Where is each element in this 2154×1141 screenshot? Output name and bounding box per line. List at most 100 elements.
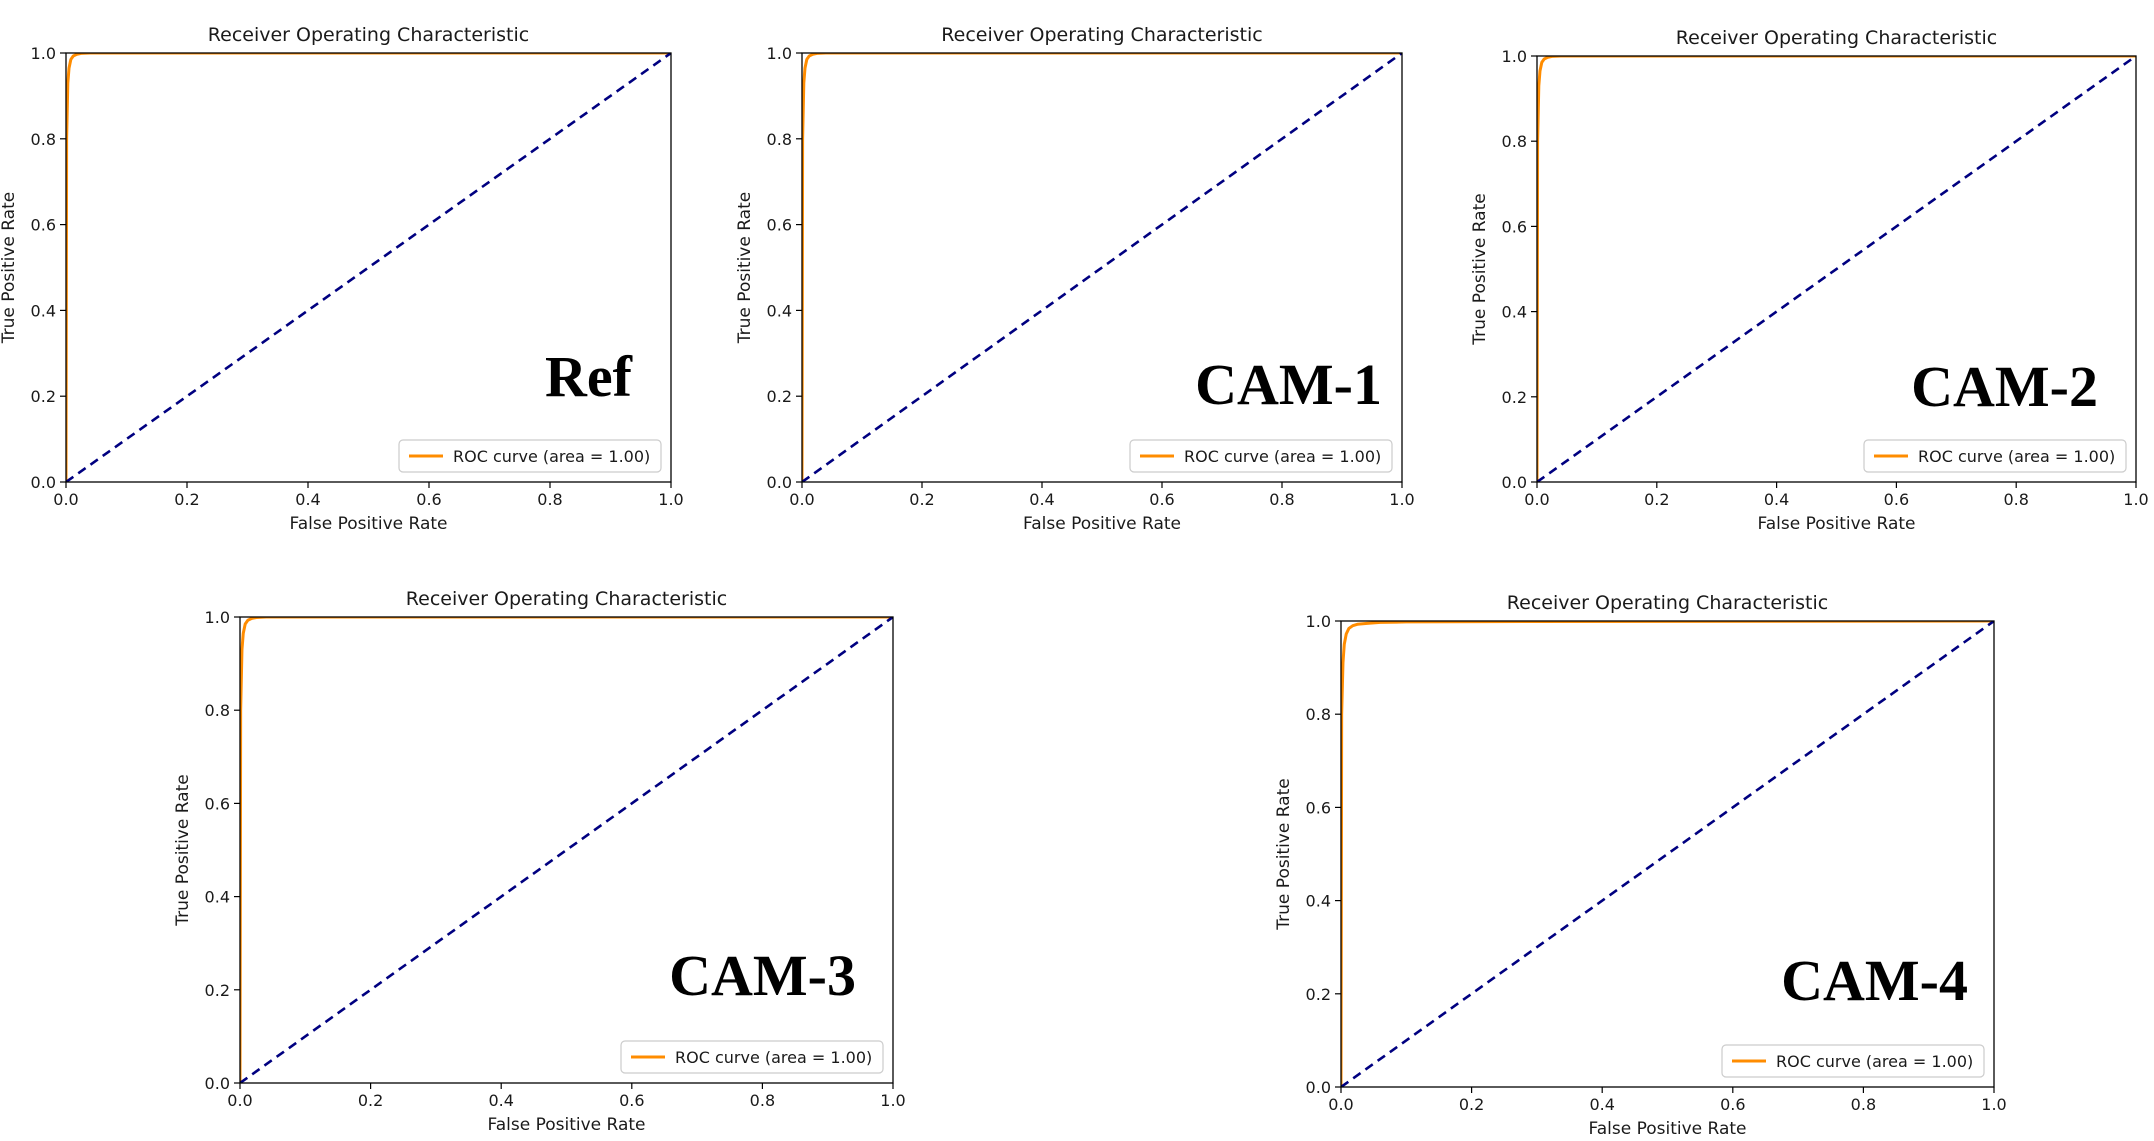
chance-diagonal-line xyxy=(1341,621,1994,1087)
x-axis-label: False Positive Rate xyxy=(1023,514,1181,534)
y-tick-label: 0.0 xyxy=(31,473,56,492)
x-tick-label: 0.8 xyxy=(1269,490,1294,509)
roc-panel-cam-2: Receiver Operating Characteristic False P… xyxy=(1470,27,2149,534)
x-tick-label: 0.2 xyxy=(358,1091,383,1110)
y-axis-label: True Positive Rate xyxy=(0,192,19,344)
y-tick-label: 0.6 xyxy=(767,216,792,235)
roc-panel-ref: Receiver Operating Characteristic False P… xyxy=(0,24,684,534)
axes-frame xyxy=(239,616,894,1084)
y-tick-label: 1.0 xyxy=(767,44,792,63)
panel-tag-label: CAM-4 xyxy=(1781,948,1968,1013)
roc-curve-line xyxy=(1537,56,2136,482)
y-tick-label: 0.6 xyxy=(1306,798,1331,817)
y-tick-label: 0.8 xyxy=(767,130,792,149)
x-tick-label: 0.8 xyxy=(1851,1095,1876,1114)
x-tick-label: 0.2 xyxy=(1644,490,1669,509)
axes-frame xyxy=(801,52,1403,483)
y-tick-label: 0.2 xyxy=(205,981,230,1000)
chance-diagonal-line xyxy=(802,53,1402,482)
y-tick-label: 0.0 xyxy=(1502,473,1527,492)
y-tick-label: 0.4 xyxy=(1306,892,1331,911)
x-tick-label: 1.0 xyxy=(2123,490,2148,509)
y-tick-label: 1.0 xyxy=(31,44,56,63)
y-tick-label: 0.2 xyxy=(31,387,56,406)
legend: ROC curve (area = 1.00) xyxy=(1129,439,1393,473)
legend-label: ROC curve (area = 1.00) xyxy=(453,447,650,466)
x-axis-label: False Positive Rate xyxy=(1589,1119,1747,1139)
y-tick-label: 0.0 xyxy=(767,473,792,492)
legend-box xyxy=(1863,439,2127,473)
y-tick-label: 1.0 xyxy=(1306,612,1331,631)
y-tick-label: 0.6 xyxy=(205,794,230,813)
y-axis-label: True Positive Rate xyxy=(173,774,193,926)
x-tick-label: 0.6 xyxy=(1149,490,1174,509)
y-tick-label: 0.6 xyxy=(31,216,56,235)
x-tick-label: 1.0 xyxy=(658,490,683,509)
x-tick-label: 0.6 xyxy=(416,490,441,509)
panel-tag-label: CAM-1 xyxy=(1195,352,1382,417)
x-tick-label: 0.4 xyxy=(1764,490,1789,509)
y-tick-label: 0.0 xyxy=(205,1074,230,1093)
y-tick-label: 0.0 xyxy=(1306,1078,1331,1097)
legend-box xyxy=(620,1040,884,1074)
x-tick-label: 1.0 xyxy=(880,1091,905,1110)
x-tick-label: 0.0 xyxy=(227,1091,252,1110)
y-tick-label: 0.4 xyxy=(767,301,792,320)
y-tick-label: 0.2 xyxy=(1306,985,1331,1004)
x-tick-label: 1.0 xyxy=(1981,1095,2006,1114)
x-tick-label: 0.2 xyxy=(909,490,934,509)
legend-box xyxy=(1129,439,1393,473)
x-tick-label: 0.4 xyxy=(1589,1095,1614,1114)
legend-label: ROC curve (area = 1.00) xyxy=(1776,1052,1973,1071)
x-tick-label: 0.6 xyxy=(1884,490,1909,509)
x-tick-label: 1.0 xyxy=(1389,490,1414,509)
roc-curve-line xyxy=(66,53,671,482)
y-tick-label: 0.6 xyxy=(1502,217,1527,236)
y-tick-label: 0.4 xyxy=(205,888,230,907)
legend-box xyxy=(398,439,662,473)
roc-panel-cam-1: Receiver Operating Characteristic False P… xyxy=(735,24,1415,534)
x-axis-label: False Positive Rate xyxy=(1758,514,1916,534)
y-tick-label: 1.0 xyxy=(205,608,230,627)
panel-tag-label: CAM-2 xyxy=(1911,354,2098,419)
chart-title: Receiver Operating Characteristic xyxy=(406,588,727,610)
roc-curve-line xyxy=(240,617,893,1083)
legend: ROC curve (area = 1.00) xyxy=(1863,439,2127,473)
y-tick-label: 0.8 xyxy=(1306,705,1331,724)
y-axis-label: True Positive Rate xyxy=(1470,193,1490,345)
chance-diagonal-line xyxy=(66,53,671,482)
y-tick-label: 0.8 xyxy=(205,701,230,720)
x-axis-label: False Positive Rate xyxy=(290,514,448,534)
x-tick-label: 0.4 xyxy=(1029,490,1054,509)
y-tick-label: 1.0 xyxy=(1502,47,1527,66)
x-tick-label: 0.6 xyxy=(1720,1095,1745,1114)
axes-frame xyxy=(65,52,672,483)
legend-label: ROC curve (area = 1.00) xyxy=(1918,447,2115,466)
x-tick-label: 0.4 xyxy=(295,490,320,509)
panel-tag-label: CAM-3 xyxy=(669,943,856,1008)
y-axis-label: True Positive Rate xyxy=(735,192,755,344)
axes-frame xyxy=(1340,620,1995,1088)
x-tick-label: 0.2 xyxy=(174,490,199,509)
roc-panel-cam-4: Receiver Operating Characteristic False P… xyxy=(1274,592,2007,1139)
y-tick-label: 0.4 xyxy=(1502,303,1527,322)
x-tick-label: 0.4 xyxy=(488,1091,513,1110)
y-tick-label: 0.8 xyxy=(1502,132,1527,151)
x-tick-label: 0.0 xyxy=(789,490,814,509)
chart-title: Receiver Operating Characteristic xyxy=(1676,27,1997,49)
y-tick-label: 0.2 xyxy=(767,387,792,406)
chance-diagonal-line xyxy=(240,617,893,1083)
y-tick-label: 0.8 xyxy=(31,130,56,149)
legend: ROC curve (area = 1.00) xyxy=(398,439,662,473)
roc-curve-line xyxy=(1341,621,1994,1087)
chance-diagonal-line xyxy=(1537,56,2136,482)
chart-title: Receiver Operating Characteristic xyxy=(1507,592,1828,614)
axes-frame xyxy=(1536,55,2137,483)
legend-label: ROC curve (area = 1.00) xyxy=(675,1048,872,1067)
y-tick-label: 0.4 xyxy=(31,301,56,320)
chart-title: Receiver Operating Characteristic xyxy=(208,24,529,46)
x-tick-label: 0.0 xyxy=(1524,490,1549,509)
x-tick-label: 0.6 xyxy=(619,1091,644,1110)
x-tick-label: 0.8 xyxy=(2003,490,2028,509)
roc-panel-cam-3: Receiver Operating Characteristic False P… xyxy=(173,588,906,1135)
